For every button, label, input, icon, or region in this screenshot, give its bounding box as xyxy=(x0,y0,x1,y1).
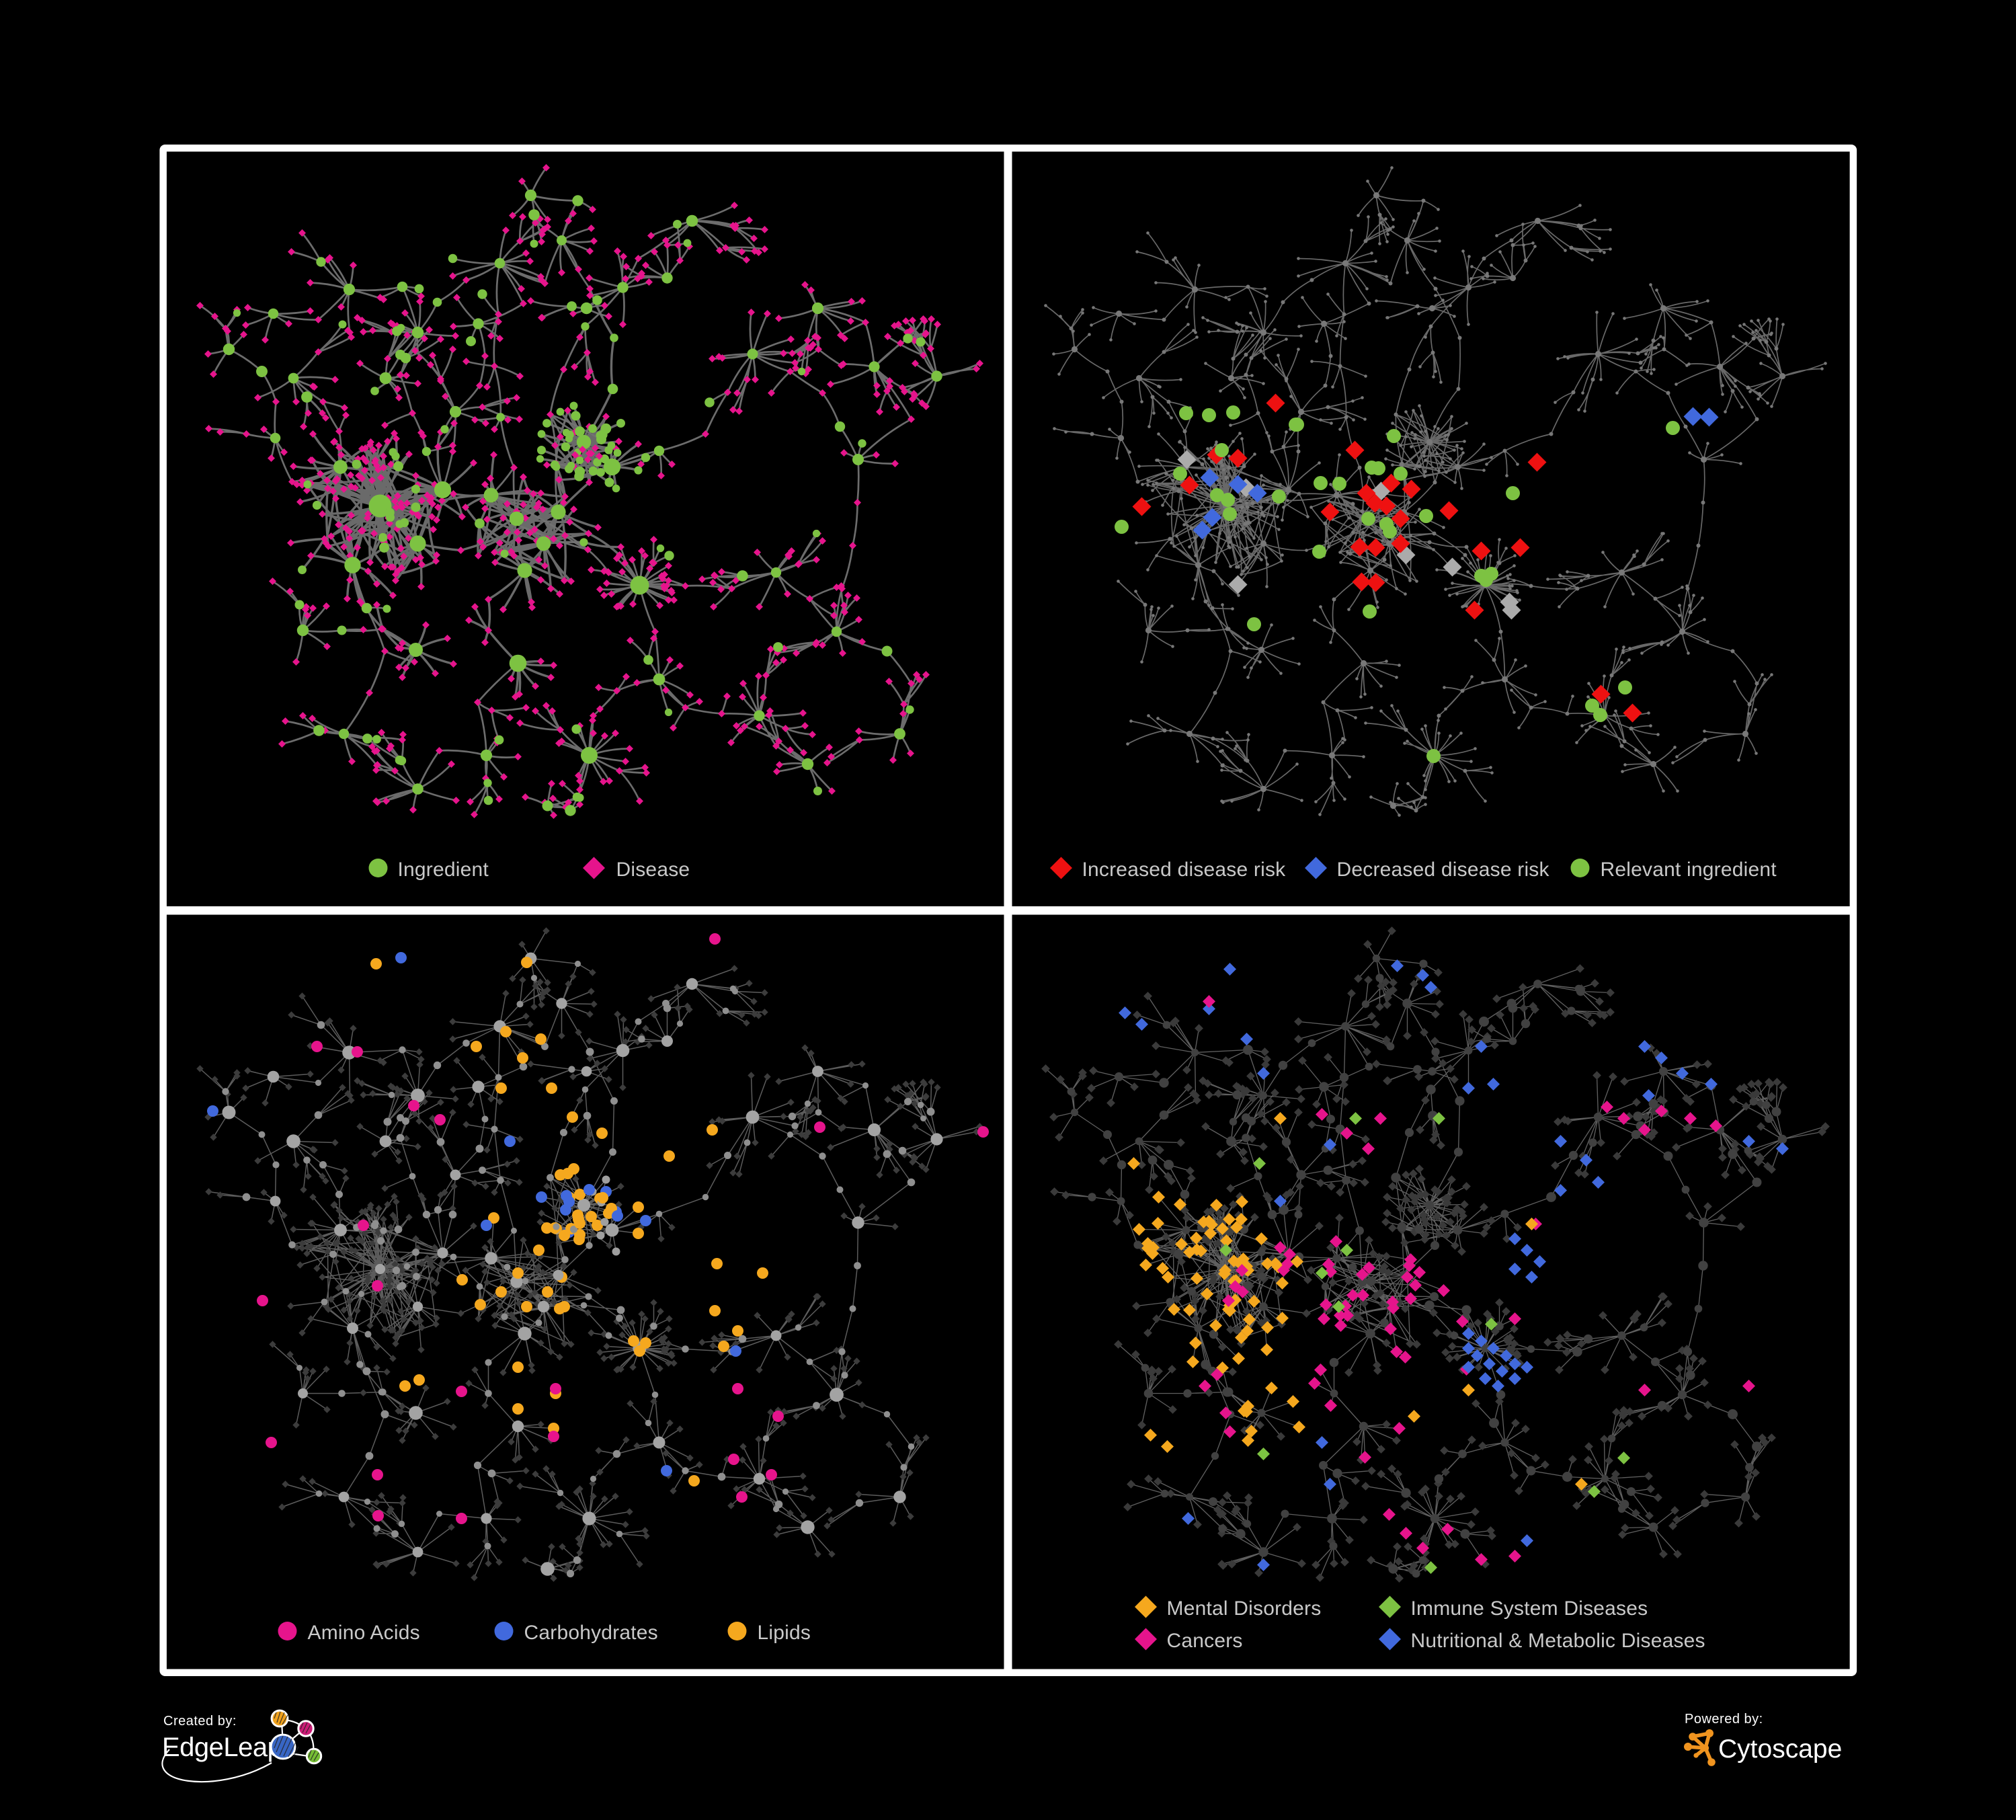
svg-text:Powered by:: Powered by: xyxy=(1685,1712,1763,1727)
svg-text:Increased disease risk: Increased disease risk xyxy=(1082,859,1287,881)
svg-text:Created by:: Created by: xyxy=(163,1714,237,1729)
svg-text:Mental Disorders: Mental Disorders xyxy=(1167,1597,1322,1620)
svg-text:EdgeLeap: EdgeLeap xyxy=(162,1733,282,1762)
svg-text:Lipids: Lipids xyxy=(758,1622,811,1644)
svg-text:Cancers: Cancers xyxy=(1167,1630,1243,1652)
svg-text:Relevant ingredient: Relevant ingredient xyxy=(1601,859,1777,881)
svg-text:Carbohydrates: Carbohydrates xyxy=(524,1622,658,1644)
svg-text:Ingredient: Ingredient xyxy=(398,859,489,881)
svg-text:Nutritional & Metabolic Diseas: Nutritional & Metabolic Diseases xyxy=(1411,1630,1705,1652)
svg-text:Amino Acids: Amino Acids xyxy=(308,1622,420,1644)
svg-text:Immune System Diseases: Immune System Diseases xyxy=(1411,1597,1648,1620)
svg-text:Cytoscape: Cytoscape xyxy=(1718,1735,1842,1764)
svg-text:Disease: Disease xyxy=(616,859,690,881)
svg-text:Decreased disease risk: Decreased disease risk xyxy=(1337,859,1550,881)
